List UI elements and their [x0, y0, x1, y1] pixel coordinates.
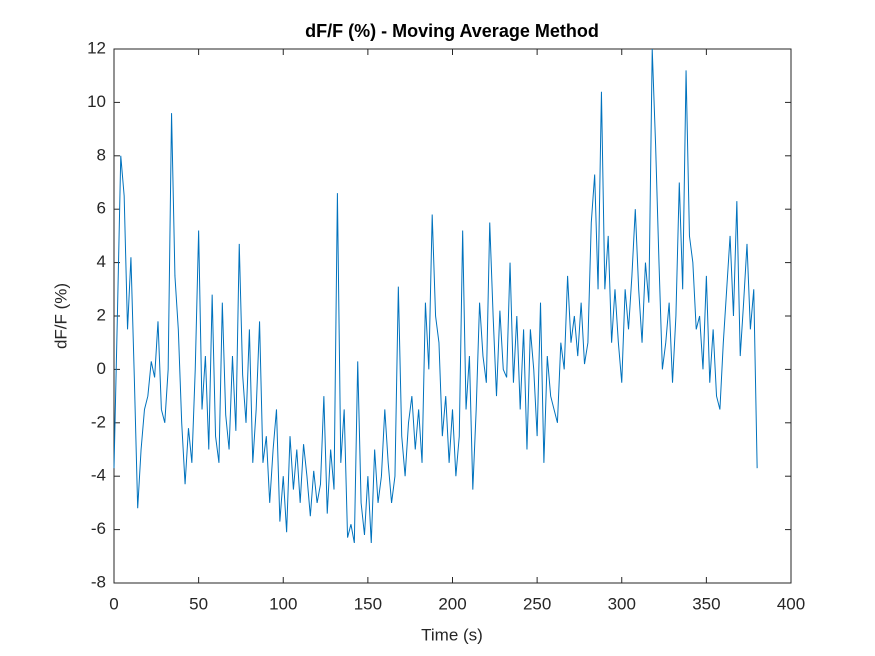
y-tick-label: 4 — [97, 252, 106, 271]
y-tick-label: 6 — [97, 199, 106, 218]
x-tick-label: 300 — [608, 594, 636, 613]
x-tick-label: 0 — [109, 594, 118, 613]
y-tick-label: 2 — [97, 305, 106, 324]
x-tick-label: 50 — [189, 594, 208, 613]
x-tick-label: 150 — [354, 594, 382, 613]
x-tick-label: 350 — [692, 594, 720, 613]
y-tick-label: 12 — [87, 38, 106, 57]
y-tick-label: -6 — [91, 519, 106, 538]
x-tick-label: 400 — [777, 594, 805, 613]
y-tick-label: -2 — [91, 412, 106, 431]
y-tick-label: 0 — [97, 359, 106, 378]
y-tick-label: 8 — [97, 145, 106, 164]
chart-title: dF/F (%) - Moving Average Method — [305, 21, 599, 41]
y-axis-label: dF/F (%) — [51, 283, 70, 349]
plot-area — [113, 48, 792, 584]
x-tick-label: 100 — [269, 594, 297, 613]
y-tick-label: -4 — [91, 466, 106, 485]
x-tick-label: 250 — [523, 594, 551, 613]
y-tick-label: 10 — [87, 92, 106, 111]
y-tick-label: -8 — [91, 572, 106, 591]
signal-line — [113, 48, 758, 544]
x-axis-label: Time (s) — [421, 625, 483, 644]
x-tick-label: 200 — [438, 594, 466, 613]
